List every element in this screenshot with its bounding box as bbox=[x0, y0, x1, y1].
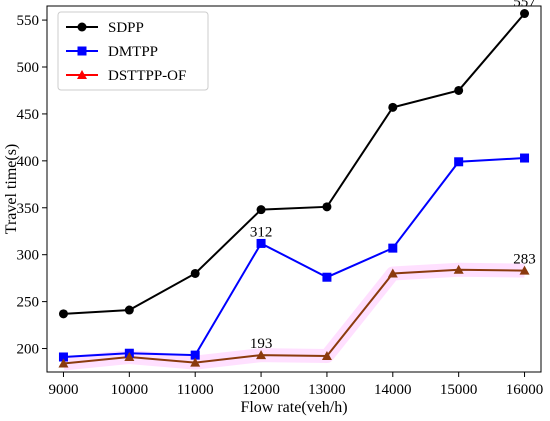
y-tick-label: 300 bbox=[17, 248, 40, 264]
series-point-sdpp bbox=[322, 202, 332, 212]
series-point-dmtpp bbox=[322, 272, 332, 282]
series-point-dsttpp-of bbox=[321, 351, 332, 361]
x-tick-label: 16000 bbox=[506, 382, 544, 398]
series-line-dmtpp bbox=[63, 157, 525, 358]
series-point-dmtpp bbox=[58, 352, 68, 362]
series-point-dsttpp-of bbox=[58, 358, 69, 368]
x-tick-label: 13000 bbox=[308, 382, 346, 398]
series-point-dsttpp-of bbox=[387, 268, 398, 278]
series-lines bbox=[63, 12, 526, 365]
y-tick-label: 200 bbox=[17, 342, 40, 358]
series-point-sdpp bbox=[256, 205, 266, 215]
y-tick-label: 250 bbox=[17, 295, 40, 311]
series-point-dmtpp bbox=[256, 238, 266, 248]
data-annotations: 557 312 193 283 bbox=[250, 0, 536, 352]
x-tick-label: 9000 bbox=[48, 382, 78, 398]
data-label: 312 bbox=[250, 224, 273, 240]
series-point-dsttpp-of bbox=[453, 264, 464, 274]
series-point-sdpp bbox=[190, 268, 200, 278]
legend-label: DMTPP bbox=[108, 44, 158, 60]
series-point-sdpp bbox=[124, 305, 134, 315]
legend-marker bbox=[77, 22, 87, 32]
y-axis-label: Travel time(s) bbox=[3, 144, 20, 235]
legend-label: DSTTPP-OF bbox=[108, 68, 186, 84]
y-tick-label: 550 bbox=[17, 13, 40, 29]
series-point-sdpp bbox=[388, 102, 398, 112]
series-line-dsttpp-of bbox=[63, 268, 525, 365]
y-axis-ticks: 200 250 300 350 400 450 500 550 bbox=[17, 13, 47, 358]
series-point-dsttpp-of bbox=[519, 265, 530, 275]
y-tick-label: 400 bbox=[17, 154, 40, 170]
data-label: 557 bbox=[513, 0, 536, 11]
series-point-dmtpp bbox=[454, 157, 464, 167]
x-tick-label: 15000 bbox=[440, 382, 478, 398]
series-point-sdpp bbox=[454, 85, 464, 95]
x-axis-ticks: 9000 10000 11000 12000 13000 14000 15000 16000 bbox=[48, 372, 543, 398]
x-tick-label: 12000 bbox=[242, 382, 280, 398]
series-point-sdpp bbox=[520, 9, 530, 19]
y-tick-label: 500 bbox=[17, 60, 40, 76]
data-label: 283 bbox=[513, 252, 536, 268]
legend-marker bbox=[77, 46, 87, 56]
series-point-sdpp bbox=[58, 309, 68, 319]
legend-box bbox=[57, 11, 209, 91]
y-tick-label: 450 bbox=[17, 107, 40, 123]
x-tick-label: 10000 bbox=[111, 382, 149, 398]
plot-frame bbox=[46, 5, 542, 373]
series-point-dmtpp bbox=[520, 153, 530, 163]
x-axis-label: Flow rate(veh/h) bbox=[240, 399, 347, 416]
series-markers bbox=[58, 9, 530, 368]
series-point-dsttpp-of bbox=[256, 350, 267, 360]
legend: SDPP DMTPP DSTTPP-OF bbox=[57, 11, 209, 91]
series-line-sdpp bbox=[63, 12, 526, 315]
data-label: 193 bbox=[250, 336, 273, 352]
legend-marker bbox=[77, 70, 87, 79]
series-point-dsttpp-of bbox=[124, 351, 135, 361]
series-point-dsttpp-of bbox=[190, 357, 201, 367]
series-point-dmtpp bbox=[190, 350, 200, 360]
series-point-dmtpp bbox=[388, 243, 398, 253]
legend-label: SDPP bbox=[108, 20, 144, 36]
x-tick-label: 11000 bbox=[177, 382, 214, 398]
y-tick-label: 350 bbox=[17, 201, 40, 217]
x-tick-label: 14000 bbox=[374, 382, 412, 398]
